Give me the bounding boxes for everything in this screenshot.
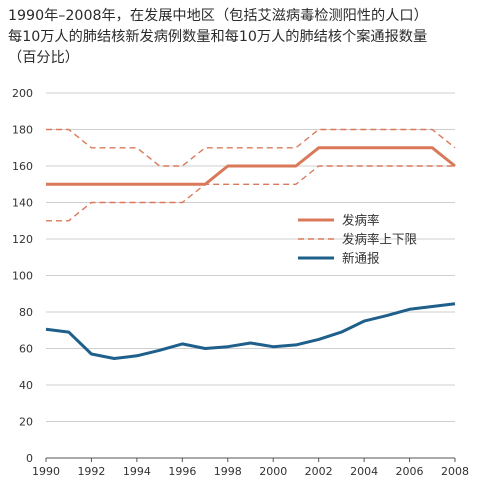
legend-label-1: 发病率上下限 — [342, 232, 418, 247]
legend-label-2: 新通报 — [342, 251, 380, 266]
series-lines — [45, 128, 456, 360]
title-line-1: 1990年–2008年，在发展中地区（包括艾滋病毒检测阳性的人口） — [8, 8, 428, 24]
x-tick-label: 2008 — [441, 465, 469, 478]
series-line-1 — [46, 128, 456, 167]
x-tick-label: 1992 — [77, 465, 105, 478]
axes: 0 20 40 60 80 100 120 140 160 180 200 1990 1992 1994 1… — [12, 87, 469, 478]
chart-title: 1990年–2008年，在发展中地区（包括艾滋病毒检测阳性的人口） 每10万人的… — [8, 6, 496, 69]
y-tick-label: 0 — [26, 452, 33, 465]
legend-label-0: 发病率 — [342, 213, 380, 228]
y-tick-label: 100 — [12, 270, 33, 283]
series-line-2 — [46, 165, 455, 222]
x-tick-label: 1998 — [214, 465, 242, 478]
y-tick-label: 120 — [12, 233, 33, 246]
y-tick-label: 60 — [19, 343, 33, 356]
x-tick-label: 1996 — [168, 465, 196, 478]
title-line-3: （百分比） — [8, 50, 79, 66]
x-tick-label: 1990 — [32, 465, 60, 478]
y-tick-label: 40 — [19, 379, 33, 392]
x-tick-label: 2006 — [396, 465, 424, 478]
y-tick-label: 200 — [12, 87, 33, 100]
x-tick-label: 1994 — [123, 465, 151, 478]
title-line-2: 每10万人的肺结核新发病例数量和每10万人的肺结核个案通报数量 — [8, 29, 428, 45]
grid-lines — [46, 92, 455, 422]
y-tick-label: 180 — [12, 124, 33, 137]
series-line-3 — [45, 302, 456, 360]
y-tick-label: 80 — [19, 306, 33, 319]
x-tick-label: 2002 — [305, 465, 333, 478]
x-tick-label: 2004 — [350, 465, 378, 478]
x-tick-label: 2000 — [259, 465, 287, 478]
y-tick-label: 140 — [12, 197, 33, 210]
y-tick-label: 20 — [19, 416, 33, 429]
y-tick-label: 160 — [12, 160, 33, 173]
series-line-0 — [46, 146, 456, 186]
